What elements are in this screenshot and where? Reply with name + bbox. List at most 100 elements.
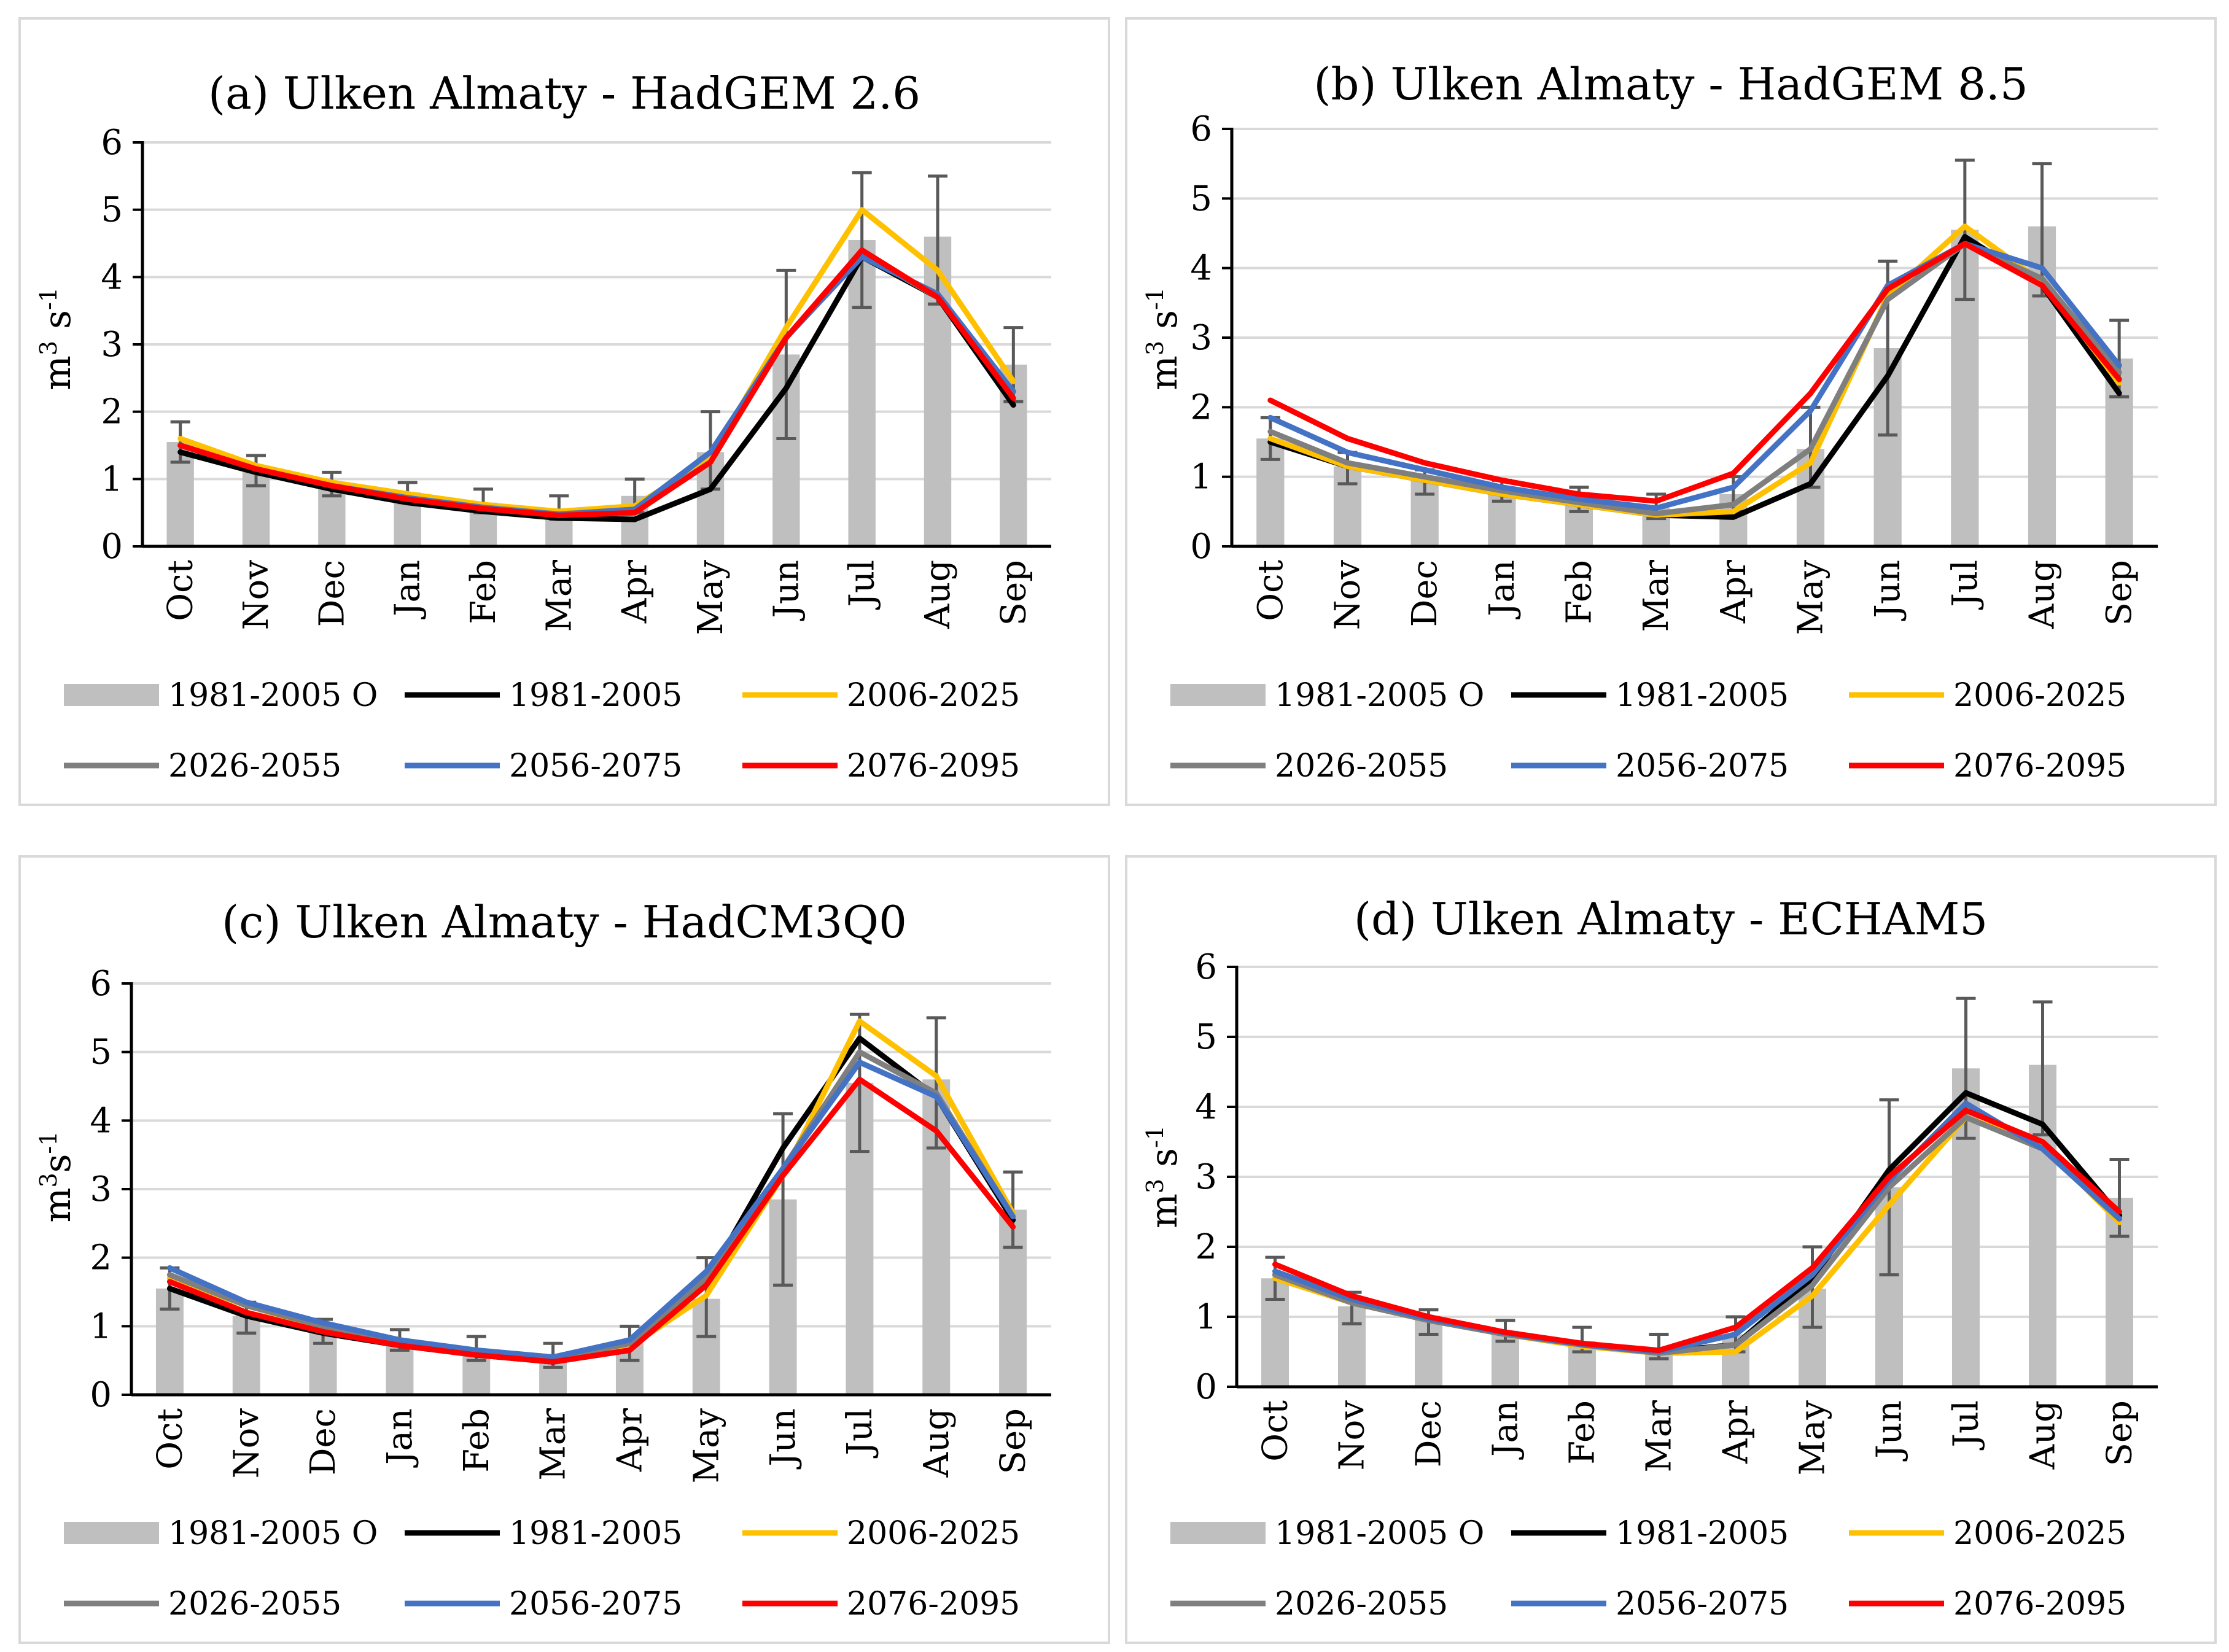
series-line-2006-2025 xyxy=(177,207,1016,514)
legend: 1981-2005 O 1981-2005 2006-2025 2026-2055 20… xyxy=(64,677,1020,785)
legend-label: 2026-2055 xyxy=(1275,1586,1448,1623)
legend-label: 2006-2025 xyxy=(847,1515,1020,1552)
plot-area: 0 1 2 3 4 5 6 Oct Nov Dec Jan Feb Mar Apr May Jun Jul Aug… xyxy=(101,123,1051,635)
y-tick-label: 0 xyxy=(1195,1367,1217,1407)
y-tick-label: 0 xyxy=(101,527,123,567)
x-tick-label: Nov xyxy=(227,1408,266,1479)
chart-panel-d: (d) Ulken Almaty - ECHAM5 m3 s-1 0 1 2 3 4 5 6… xyxy=(1125,855,2217,1644)
legend-label: 2056-2075 xyxy=(1616,1586,1789,1623)
y-tick-label: 0 xyxy=(90,1375,112,1415)
series-line-2006-2025 xyxy=(1267,223,2122,518)
legend-label: 1981-2005 O xyxy=(168,1515,378,1552)
x-tick-label: Aug xyxy=(2023,1400,2063,1470)
x-tick-label: Apr xyxy=(1714,560,1754,624)
x-tick-label: Sep xyxy=(2100,1400,2140,1466)
legend-label: 2056-2075 xyxy=(1616,748,1789,785)
y-tick-label: 4 xyxy=(90,1101,112,1141)
legend-label: 1981-2005 O xyxy=(168,677,378,714)
x-tick-label: Sep xyxy=(2099,560,2139,626)
y-tick-label: 5 xyxy=(101,190,123,230)
x-tick-label: May xyxy=(691,560,731,635)
y-axis-label: m3 s-1 xyxy=(1142,287,1186,390)
y-tick-label: 1 xyxy=(90,1306,112,1346)
legend-label: 2006-2025 xyxy=(847,677,1020,714)
x-tick-label: Mar xyxy=(1640,1400,1679,1473)
x-tick-label: Jun xyxy=(766,560,806,621)
x-tick-label: May xyxy=(687,1408,726,1484)
y-tick-label: 0 xyxy=(1190,527,1212,567)
y-axis-label: m3 s-1 xyxy=(1142,1125,1186,1228)
y-tick-label: 5 xyxy=(90,1033,112,1072)
x-tick-label: Apr xyxy=(1716,1400,1756,1464)
plot-area: 0 1 2 3 4 5 6 Oct Nov Dec Jan Feb Mar Apr May Jun Jul Aug… xyxy=(90,964,1051,1483)
y-tick-label: 3 xyxy=(1190,318,1212,358)
legend-label: 1981-2005 xyxy=(509,1515,682,1552)
x-tick-label: Feb xyxy=(457,1408,497,1473)
x-tick-label: Jan xyxy=(1482,560,1522,619)
x-tick-label: Mar xyxy=(1636,560,1676,632)
x-tick-label: Feb xyxy=(1560,560,1600,624)
x-tick-label: Oct xyxy=(161,560,201,621)
x-tick-label: Dec xyxy=(1405,560,1445,627)
chart-b-svg: (b) Ulken Almaty - HadGEM 8.5 m3 s-1 0 1 2… xyxy=(1142,58,2158,785)
x-tick-label: Sep xyxy=(994,560,1033,626)
legend-label: 2076-2095 xyxy=(847,748,1020,785)
x-tick-label: Dec xyxy=(303,1408,343,1475)
legend-label: 2076-2095 xyxy=(1953,748,2126,785)
y-tick-label: 2 xyxy=(101,392,123,432)
chart-title: (a) Ulken Almaty - HadGEM 2.6 xyxy=(208,68,920,119)
chart-panel-a: (a) Ulken Almaty - HadGEM 2.6 m3 s-1 0 1 2… xyxy=(18,17,1110,806)
series-line-2056-2075 xyxy=(1267,241,2122,511)
x-tick-label: Jun xyxy=(1870,1400,1910,1462)
series-line-2076-2095 xyxy=(166,1076,1016,1365)
y-tick-label: 2 xyxy=(1195,1227,1217,1267)
y-tick-label: 2 xyxy=(1190,387,1212,427)
legend-label: 2006-2025 xyxy=(1953,1515,2126,1552)
chart-title: (d) Ulken Almaty - ECHAM5 xyxy=(1354,893,1988,945)
y-tick-label: 6 xyxy=(90,964,112,1004)
series-line-2076-2095 xyxy=(1272,1107,2122,1354)
y-tick-label: 3 xyxy=(101,325,123,365)
x-tick-label: Jun xyxy=(1868,560,1908,621)
x-tick-label: Aug xyxy=(918,560,958,629)
x-tick-label: Jul xyxy=(842,560,882,610)
chart-panel-c: (c) Ulken Almaty - HadCM3Q0 m3s-1 0 1 2 3 4 5… xyxy=(18,855,1110,1644)
chart-title: (b) Ulken Almaty - HadGEM 8.5 xyxy=(1313,58,2028,110)
x-tick-label: Oct xyxy=(150,1408,190,1470)
x-tick-label: Mar xyxy=(539,560,579,632)
legend: 1981-2005 O 1981-2005 2006-2025 2026-2055 20… xyxy=(1170,1515,2126,1623)
x-tick-label: Feb xyxy=(464,560,504,624)
chart-a-svg: (a) Ulken Almaty - HadGEM 2.6 m3 s-1 0 1 2… xyxy=(35,68,1051,785)
legend-label: 2026-2055 xyxy=(1275,748,1448,785)
legend-label: 2076-2095 xyxy=(847,1586,1020,1623)
x-tick-label: Feb xyxy=(1563,1400,1603,1465)
y-tick-label: 1 xyxy=(1195,1297,1217,1337)
legend-label: 1981-2005 O xyxy=(1275,1515,1484,1552)
x-tick-label: Jun xyxy=(763,1408,803,1470)
legend-label: 2056-2075 xyxy=(509,1586,682,1623)
chart-c-svg: (c) Ulken Almaty - HadCM3Q0 m3s-1 0 1 2 3 4 5… xyxy=(35,896,1051,1623)
chart-d-svg: (d) Ulken Almaty - ECHAM5 m3 s-1 0 1 2 3 4 5 6… xyxy=(1142,893,2158,1623)
x-tick-label: Jul xyxy=(1947,1400,1986,1450)
x-tick-label: Jul xyxy=(1945,560,1985,610)
legend-swatch-bar xyxy=(64,1522,159,1544)
legend-label: 1981-2005 xyxy=(1616,677,1789,714)
x-tick-label: Nov xyxy=(1332,1400,1372,1471)
legend-swatch-bar xyxy=(1170,1522,1266,1544)
x-tick-label: Dec xyxy=(312,560,352,627)
legend-label: 2006-2025 xyxy=(1953,677,2126,714)
series-line-2026-2055 xyxy=(1267,241,2122,517)
x-tick-label: Jul xyxy=(840,1408,880,1458)
legend-label: 2056-2075 xyxy=(509,748,682,785)
legend-label: 2026-2055 xyxy=(168,748,341,785)
x-tick-label: Aug xyxy=(2023,560,2063,629)
y-tick-label: 3 xyxy=(1195,1157,1217,1197)
x-tick-label: May xyxy=(1793,1400,1833,1476)
plot-area: 0 1 2 3 4 5 6 Oct Nov Dec Jan Feb Mar Apr May Jun Jul Aug… xyxy=(1195,947,2158,1475)
y-tick-label: 1 xyxy=(1190,457,1212,497)
y-tick-label: 4 xyxy=(1190,249,1212,289)
x-tick-label: May xyxy=(1791,560,1831,635)
x-tick-label: Mar xyxy=(534,1408,574,1481)
series-line-2056-2075 xyxy=(166,1059,1016,1360)
x-tick-label: Sep xyxy=(994,1408,1033,1474)
